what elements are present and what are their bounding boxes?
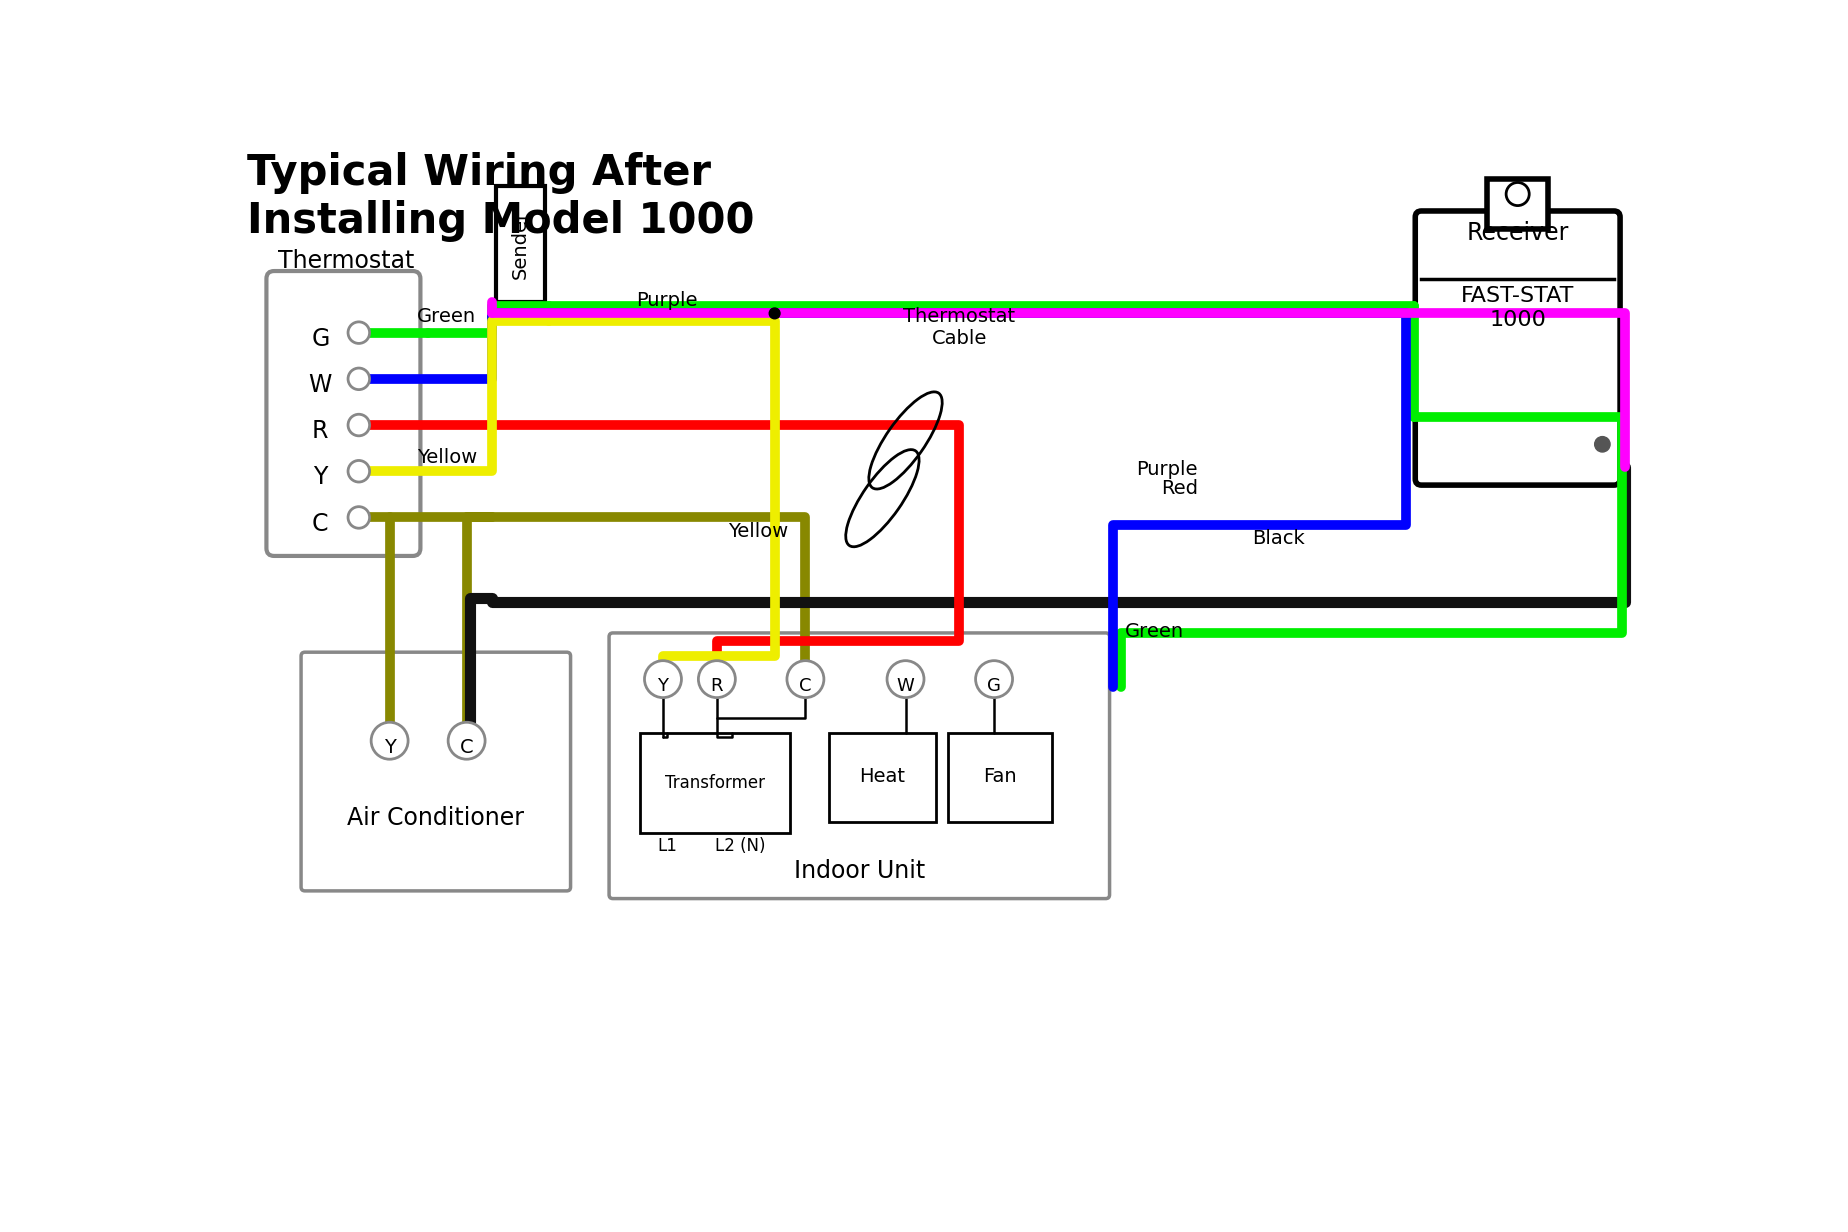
Circle shape bbox=[347, 506, 370, 529]
Circle shape bbox=[371, 722, 408, 759]
Text: Thermostat
Cable: Thermostat Cable bbox=[904, 307, 1016, 347]
Text: R: R bbox=[312, 419, 329, 444]
Circle shape bbox=[645, 660, 682, 697]
Text: C: C bbox=[312, 511, 329, 536]
Text: L1: L1 bbox=[656, 837, 676, 855]
Text: Transformer: Transformer bbox=[665, 774, 765, 792]
Text: Black: Black bbox=[1253, 530, 1305, 548]
FancyBboxPatch shape bbox=[266, 271, 421, 556]
Text: Y: Y bbox=[384, 738, 395, 758]
Circle shape bbox=[347, 461, 370, 482]
Text: Y: Y bbox=[658, 678, 669, 695]
Text: L2 (N): L2 (N) bbox=[715, 837, 765, 855]
FancyBboxPatch shape bbox=[639, 733, 791, 833]
FancyBboxPatch shape bbox=[301, 652, 571, 891]
FancyBboxPatch shape bbox=[610, 633, 1109, 898]
Text: Green: Green bbox=[1125, 622, 1185, 641]
Circle shape bbox=[769, 308, 780, 319]
Text: Fan: Fan bbox=[983, 768, 1016, 786]
Text: G: G bbox=[987, 678, 1002, 695]
Text: C: C bbox=[460, 738, 473, 758]
Text: Purple: Purple bbox=[1137, 460, 1198, 479]
FancyBboxPatch shape bbox=[828, 733, 937, 822]
Text: W: W bbox=[309, 373, 333, 397]
Circle shape bbox=[1506, 182, 1530, 206]
FancyBboxPatch shape bbox=[1416, 211, 1621, 485]
Text: Yellow: Yellow bbox=[416, 448, 477, 467]
Text: Heat: Heat bbox=[859, 768, 906, 786]
Circle shape bbox=[347, 414, 370, 436]
Circle shape bbox=[887, 660, 924, 697]
Circle shape bbox=[447, 722, 484, 759]
Text: Receiver: Receiver bbox=[1467, 221, 1569, 245]
Text: Indoor Unit: Indoor Unit bbox=[793, 859, 926, 883]
Text: Y: Y bbox=[312, 466, 327, 489]
Text: Purple: Purple bbox=[636, 291, 697, 309]
Text: Green: Green bbox=[416, 308, 475, 326]
Text: Yellow: Yellow bbox=[728, 521, 789, 541]
FancyBboxPatch shape bbox=[948, 733, 1052, 822]
Text: Thermostat: Thermostat bbox=[277, 249, 414, 272]
FancyBboxPatch shape bbox=[495, 186, 545, 302]
Text: C: C bbox=[798, 678, 811, 695]
Text: G: G bbox=[310, 326, 329, 351]
Circle shape bbox=[787, 660, 824, 697]
Text: Red: Red bbox=[1161, 479, 1198, 498]
Circle shape bbox=[1595, 436, 1610, 452]
Text: W: W bbox=[896, 678, 915, 695]
Text: Sender: Sender bbox=[512, 209, 530, 278]
FancyBboxPatch shape bbox=[1488, 179, 1549, 229]
Circle shape bbox=[699, 660, 736, 697]
Text: Air Conditioner: Air Conditioner bbox=[347, 806, 525, 829]
Circle shape bbox=[976, 660, 1013, 697]
Text: R: R bbox=[711, 678, 723, 695]
Circle shape bbox=[347, 368, 370, 389]
Text: FAST-STAT
1000: FAST-STAT 1000 bbox=[1462, 286, 1574, 330]
Circle shape bbox=[347, 322, 370, 344]
Text: Typical Wiring After
Installing Model 1000: Typical Wiring After Installing Model 10… bbox=[248, 152, 754, 243]
